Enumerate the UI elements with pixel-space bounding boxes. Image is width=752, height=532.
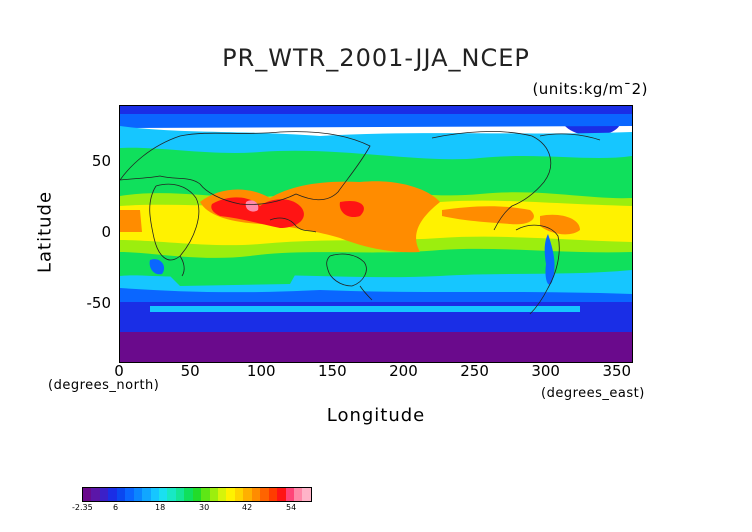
colorbar-swatch [251,488,261,501]
colorbar-swatch [158,488,168,501]
coastline [326,253,367,287]
coastline [120,131,371,205]
contour-band [200,181,440,253]
coastline [431,131,552,231]
colorbar-swatch [268,488,278,501]
contour-band [120,298,632,332]
x-tick-label: 200 [389,362,418,380]
colorbar [82,487,312,502]
x-tick-label: 350 [602,362,632,380]
colorbar-swatch [201,488,210,501]
colorbar-swatch [209,488,218,501]
coastline [539,133,601,141]
colorbar-label: 6 [113,503,119,512]
x-tick-label: 250 [460,362,489,380]
x-tick-label: 300 [531,362,560,380]
colorbar-swatch [150,488,159,501]
colorbar-swatch [192,488,202,501]
contour-band [245,200,259,212]
contour-band [120,114,632,128]
contour-band [120,106,632,116]
x-tick-label: 150 [318,362,347,380]
colorbar-swatch [226,488,235,501]
colorbar-swatch [243,488,252,501]
y-unit-label: (degrees_north) [48,378,160,393]
colorbar-label: 18 [155,503,166,512]
map-plot [119,105,633,363]
colorbar-swatch [83,488,92,501]
y-tick-label: -50 [86,294,112,313]
x-tick-label: 0 [114,362,124,380]
colorbar-swatch [99,488,109,501]
coastline [515,224,560,315]
colorbar-label: 30 [199,503,210,512]
colorbar-swatch [293,488,303,501]
colorbar-swatch [167,488,176,501]
contour-band [160,266,300,286]
coastline [359,285,373,301]
colorbar-label: 54 [286,503,297,512]
colorbar-swatch [218,488,227,501]
colorbar-swatch [125,488,134,501]
x-tick-label: 50 [180,362,200,380]
contour-band [120,330,632,362]
colorbar-label: -2.35 [72,503,93,512]
contour-band [339,200,364,218]
contour-band [120,210,142,232]
contour-band [540,214,580,235]
x-unit-label: (degrees_east) [541,386,645,401]
coastline [269,217,317,233]
colorbar-swatch [108,488,117,501]
colorbar-swatch [175,488,185,501]
x-tick-label: 100 [246,362,276,380]
coastline [179,255,185,277]
coastline [149,183,200,261]
y-tick-label: 0 [101,223,111,241]
contour-band [211,197,304,228]
chart-title: PR_WTR_2001-JJA_NCEP [222,44,530,72]
x-axis-label: Longitude [326,405,426,426]
contour-band [149,259,165,275]
colorbar-swatch [277,488,286,501]
contour-band [150,306,580,312]
colorbar-swatch [133,488,143,501]
colorbar-swatch [234,488,244,501]
colorbar-swatch [142,488,151,501]
colorbar-swatch [91,488,100,501]
precipitable-water-map [120,106,632,362]
units-label: (units:kg/m¯2) [532,80,648,98]
contour-band [544,234,555,285]
colorbar-swatch [184,488,193,501]
colorbar-swatch [302,488,311,501]
colorbar-swatch [116,488,126,501]
colorbar-swatch [260,488,269,501]
colorbar-swatch [285,488,294,501]
contour-band [442,206,534,225]
y-tick-label: 50 [91,151,111,170]
colorbar-label: 42 [242,503,253,512]
